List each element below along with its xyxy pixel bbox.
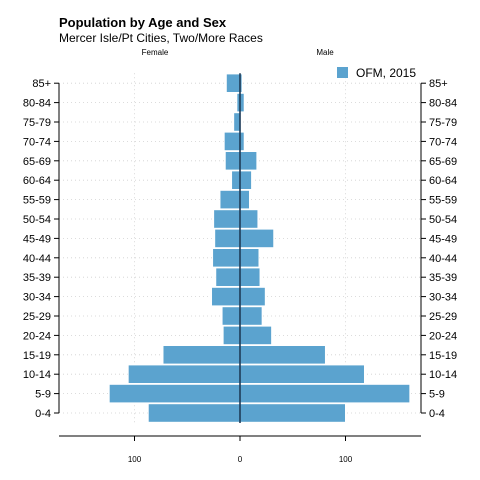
bars [108,73,411,423]
y-tick-label-right: 55-59 [429,195,457,207]
y-tick-label-left: 25-29 [23,311,51,323]
bar-female-60-64 [231,170,241,190]
bar-male-65-69 [239,151,258,171]
y-tick-label-left: 80-84 [23,98,51,110]
bar-male-0-4 [239,403,346,423]
female-label: Female [142,48,169,57]
bar-male-30-34 [239,286,266,307]
y-tick-label-right: 85+ [429,78,448,90]
bar-male-40-44 [239,248,260,268]
bar-female-10-14 [127,364,241,384]
bar-female-30-34 [211,286,241,307]
legend: OFM, 2015 [337,66,416,80]
y-tick-label-right: 60-64 [429,175,457,187]
bar-male-45-49 [239,228,275,249]
bar-female-40-44 [212,248,241,268]
y-tick-label-left: 45-49 [23,233,51,245]
y-tick-label-left: 40-44 [23,253,51,265]
y-tick-label-left: 10-14 [23,369,51,381]
bar-female-85+ [225,73,241,94]
bar-female-70-74 [223,131,241,152]
y-tick-label-left: 65-69 [23,156,51,168]
y-tick-label-left: 60-64 [23,175,51,187]
axes: 0-4 0-4 5-9 5-9 10-14 10-14 15-19 15-19 20-24 20-… [23,73,457,464]
bar-female-20-24 [222,325,241,346]
y-tick-label-right: 25-29 [429,311,457,323]
bar-male-50-54 [239,209,259,229]
y-tick-label-left: 70-74 [23,136,51,148]
y-tick-label-right: 50-54 [429,214,457,226]
bar-female-55-59 [219,189,241,210]
bar-male-35-39 [239,267,261,287]
y-tick-label-left: 20-24 [23,330,51,342]
y-tick-label-left: 30-34 [23,292,51,304]
bar-female-45-49 [214,228,241,249]
bar-female-35-39 [215,267,241,287]
bar-male-60-64 [239,170,253,190]
bar-female-75-79 [233,112,241,132]
bar-female-0-4 [147,403,241,423]
y-tick-label-right: 65-69 [429,156,457,168]
bar-female-15-19 [162,345,241,365]
chart-subtitle: Mercer Isle/Pt Cities, Two/More Races [59,31,263,45]
y-tick-label-right: 15-19 [429,350,457,362]
legend-swatch [337,67,348,78]
y-tick-label-left: 35-39 [23,272,51,284]
y-tick-label-left: 55-59 [23,195,51,207]
y-tick-label-left: 5-9 [35,389,51,401]
bar-female-5-9 [108,383,241,404]
bar-female-50-54 [213,209,241,229]
y-tick-label-right: 75-79 [429,117,457,129]
y-tick-label-left: 85+ [32,78,51,90]
bar-male-10-14 [239,364,365,384]
x-tick-label: 100 [339,455,353,464]
y-tick-label-left: 15-19 [23,350,51,362]
bar-female-25-29 [221,306,241,326]
bar-male-20-24 [239,325,273,346]
x-tick-label: 0 [238,455,243,464]
y-tick-label-right: 30-34 [429,292,457,304]
bar-male-5-9 [239,383,411,404]
y-tick-label-right: 80-84 [429,98,457,110]
bar-male-55-59 [239,189,250,210]
male-label: Male [316,48,334,57]
bar-male-25-29 [239,306,263,326]
y-tick-label-right: 5-9 [429,389,445,401]
x-tick-label: 100 [128,455,142,464]
bar-male-15-19 [239,345,326,365]
y-tick-label-left: 75-79 [23,117,51,129]
y-tick-label-right: 0-4 [429,408,445,420]
chart-title: Population by Age and Sex [59,15,227,30]
y-tick-label-right: 20-24 [429,330,457,342]
legend-label: OFM, 2015 [356,66,416,80]
y-tick-label-right: 45-49 [429,233,457,245]
bar-female-65-69 [224,151,241,171]
y-tick-label-right: 35-39 [429,272,457,284]
y-tick-label-left: 50-54 [23,214,51,226]
y-tick-label-right: 10-14 [429,369,457,381]
y-tick-label-left: 0-4 [35,408,51,420]
y-tick-label-right: 70-74 [429,136,457,148]
y-tick-label-right: 40-44 [429,253,457,265]
